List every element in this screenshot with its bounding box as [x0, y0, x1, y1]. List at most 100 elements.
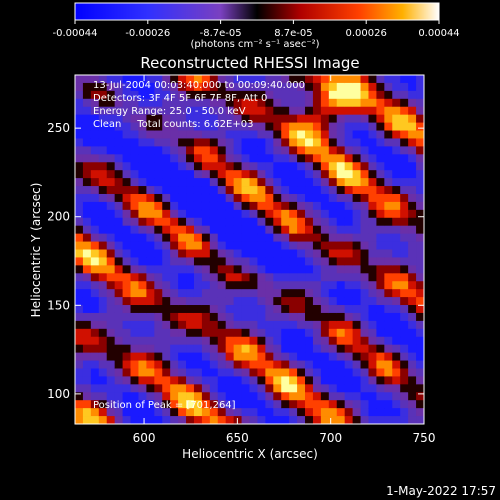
heatmap-cell [178, 384, 187, 393]
heatmap-cell [273, 368, 282, 377]
heatmap-cell [162, 392, 171, 401]
heatmap-cell [273, 201, 282, 211]
heatmap-cell [384, 408, 393, 417]
heatmap-cell [273, 265, 282, 274]
heatmap-cell [75, 289, 84, 298]
heatmap-cell [320, 138, 330, 147]
heatmap-cell [336, 209, 346, 219]
heatmap-cell [408, 289, 417, 298]
heatmap-cell [352, 265, 361, 274]
heatmap-cell [186, 138, 195, 147]
heatmap-cell [416, 305, 424, 314]
heatmap-cell [344, 122, 354, 131]
heatmap-cell [249, 336, 258, 346]
heatmap-cell [336, 75, 346, 84]
heatmap-cell [162, 344, 171, 354]
heatmap-image [75, 75, 424, 424]
heatmap-cell [138, 328, 147, 338]
heatmap-cell [352, 217, 361, 227]
heatmap-cell [201, 352, 211, 361]
heatmap-cell [344, 305, 354, 314]
heatmap-cell [146, 225, 155, 235]
heatmap-cell [209, 201, 219, 211]
heatmap-cell [400, 154, 409, 163]
heatmap-cell [376, 416, 385, 424]
heatmap-cell [209, 297, 219, 306]
heatmap-cell [106, 106, 116, 116]
heatmap-cell [98, 312, 108, 322]
heatmap-cell [384, 384, 393, 393]
colorbar-tick-label: -8.7e-05 [200, 28, 242, 39]
heatmap-cell [186, 289, 195, 298]
heatmap-cell [193, 241, 203, 250]
heatmap-cell [360, 75, 369, 84]
heatmap-cell [146, 114, 155, 123]
heatmap-cell [336, 241, 346, 250]
heatmap-cell [265, 320, 274, 330]
heatmap-cell [162, 257, 171, 266]
heatmap-cell [114, 154, 123, 163]
heatmap-cell [289, 344, 298, 354]
heatmap-cell [178, 106, 187, 116]
heatmap-cell [146, 82, 155, 92]
heatmap-cell [400, 146, 409, 155]
heatmap-cell [122, 90, 131, 100]
heatmap-cell [193, 376, 203, 385]
heatmap-cell [265, 122, 274, 131]
heatmap-cell [392, 130, 401, 139]
heatmap-cell [265, 328, 274, 338]
heatmap-cell [75, 336, 84, 346]
heatmap-cell [336, 400, 346, 409]
heatmap-cell [352, 130, 361, 139]
heatmap-cell [352, 162, 361, 171]
heatmap-cell [249, 273, 258, 282]
heatmap-cell [376, 209, 385, 219]
heatmap-cell [416, 193, 424, 203]
colorbar-tick-label: -0.00026 [125, 28, 170, 39]
heatmap-cell [376, 328, 385, 338]
heatmap-cell [336, 98, 346, 108]
heatmap-cell [289, 384, 298, 393]
heatmap-cell [106, 225, 116, 235]
heatmap-cell [186, 384, 195, 393]
heatmap-cell [312, 384, 322, 393]
heatmap-cell [225, 312, 235, 322]
heatmap-cell [376, 360, 385, 369]
heatmap-cell [400, 368, 409, 377]
heatmap-cell [201, 297, 211, 306]
heatmap-cell [178, 328, 187, 338]
heatmap-cell [217, 82, 227, 92]
heatmap-cell [106, 416, 116, 424]
heatmap-cell [392, 273, 401, 282]
heatmap-cell [305, 130, 314, 139]
heatmap-cell [352, 138, 361, 147]
heatmap-cell [178, 408, 187, 417]
heatmap-cell [265, 249, 274, 258]
heatmap-cell [90, 193, 100, 203]
heatmap-cell [146, 368, 155, 377]
heatmap-cell [130, 225, 139, 235]
heatmap-cell [75, 392, 84, 401]
heatmap-cell [305, 138, 314, 147]
heatmap-cell [201, 336, 211, 346]
heatmap-cell [138, 138, 147, 147]
heatmap-cell [344, 241, 354, 250]
heatmap-cell [289, 209, 298, 219]
heatmap-cell [336, 106, 346, 116]
heatmap-cell [297, 328, 306, 338]
heatmap-cell [408, 305, 417, 314]
heatmap-cell [297, 273, 306, 282]
heatmap-cell [217, 114, 227, 123]
heatmap-cell [233, 273, 242, 282]
heatmap-cell [201, 122, 211, 131]
heatmap-cell [297, 241, 306, 250]
heatmap-cell [225, 82, 235, 92]
heatmap-cell [130, 344, 139, 354]
heatmap-cell [90, 130, 100, 139]
heatmap-cell [289, 312, 298, 322]
heatmap-cell [312, 138, 322, 147]
heatmap-cell [336, 217, 346, 227]
heatmap-cell [209, 408, 219, 417]
heatmap-cell [154, 122, 163, 131]
heatmap-cell [336, 281, 346, 290]
